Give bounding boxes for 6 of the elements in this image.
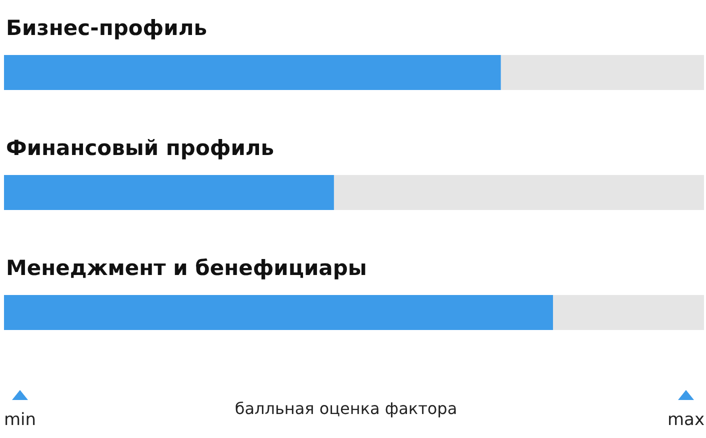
text: min: [4, 410, 36, 430]
y-tick-label: Менеджмент и бенефициары: [6, 256, 367, 280]
y-tick-label: Бизнес-профиль: [6, 16, 208, 40]
text: max: [667, 410, 705, 430]
y-tick-label: Финансовый профиль: [6, 136, 274, 160]
x-axis-title: балльная оценка фактора: [234, 399, 458, 418]
